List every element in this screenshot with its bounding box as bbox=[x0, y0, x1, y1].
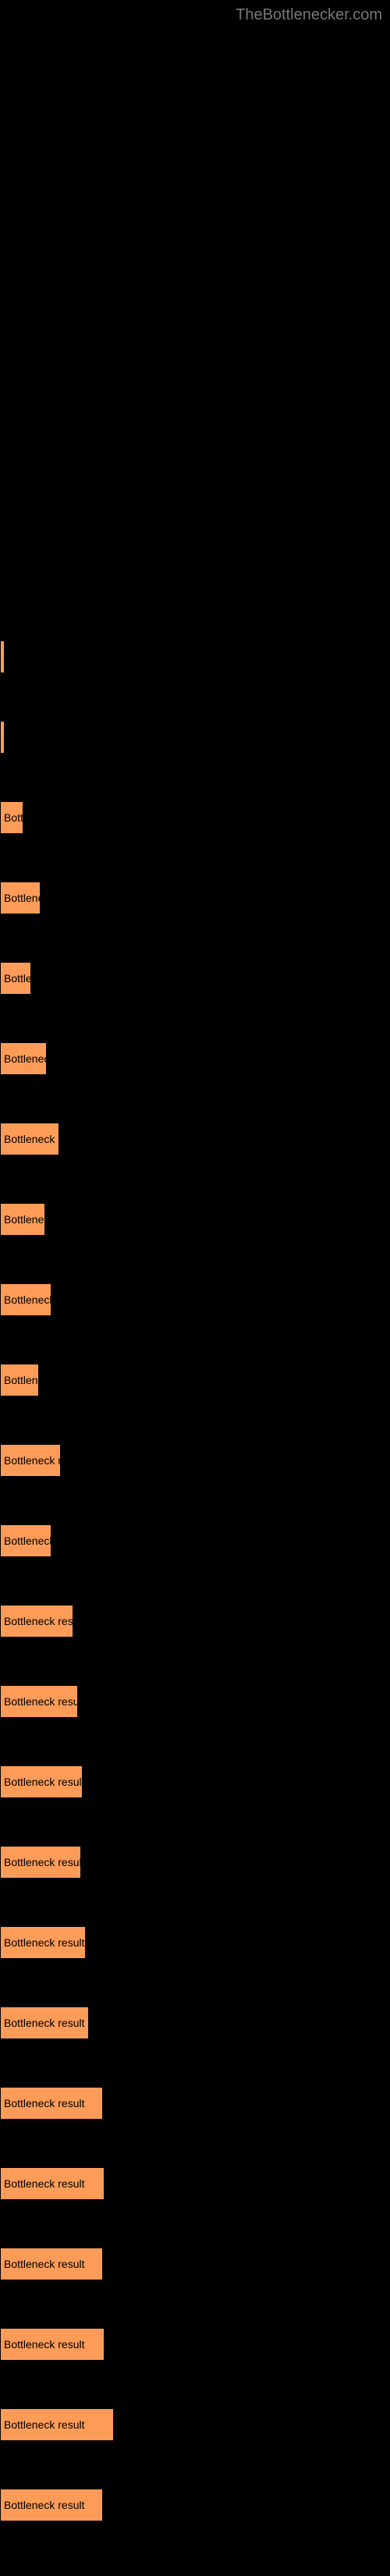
bar-label: Bottleneck result bbox=[4, 1615, 73, 1627]
bar-row bbox=[0, 697, 390, 777]
bar-label: Bottleneck bbox=[4, 892, 41, 904]
bar: Bottleneck result bbox=[0, 2167, 105, 2200]
bar: Bottleneck re bbox=[0, 1283, 51, 1316]
bar: Bottleneck r bbox=[0, 1042, 47, 1075]
bar-label: Bottleneck result bbox=[4, 1695, 78, 1708]
bar-label: Bottleneck result bbox=[4, 2177, 85, 2190]
bar bbox=[0, 721, 5, 754]
bar-row: Bottleneck result bbox=[0, 2384, 390, 2464]
bar-label: Bottleneck result bbox=[4, 2418, 85, 2431]
bar-row: Bottleneck result bbox=[0, 2464, 390, 2545]
bar-row: Bottleneck bbox=[0, 857, 390, 938]
bar: Bottleneck result bbox=[0, 1926, 86, 1959]
bar: Bottleneck result bbox=[0, 2248, 103, 2280]
bar: Bottle bbox=[0, 801, 23, 834]
bar-row bbox=[0, 616, 390, 697]
bar-row: Bottleneck re bbox=[0, 1500, 390, 1581]
bar-label: Bottleneck r bbox=[4, 1213, 45, 1226]
bar-label: Bottleneck result bbox=[4, 1776, 83, 1788]
bar-label: Bottleneck result bbox=[4, 1936, 85, 1949]
bar-label: Bottleneck re bbox=[4, 1293, 51, 1306]
bar: Bottlenec bbox=[0, 1364, 39, 1396]
bar-row: Bottlenec bbox=[0, 1339, 390, 1420]
bar-label: Bottleneck result bbox=[4, 2258, 85, 2270]
bar-label: Bottleneck result bbox=[4, 2017, 85, 2029]
bar: Bottleneck result bbox=[0, 1765, 83, 1798]
bar-row: Bottleneck result bbox=[0, 2143, 390, 2223]
bar-label: Bottlen bbox=[4, 972, 31, 985]
bar-row: Bottleneck r bbox=[0, 1179, 390, 1259]
bar: Bottleneck result bbox=[0, 2408, 114, 2441]
bar: Bottleneck result bbox=[0, 1605, 73, 1637]
bar: Bottleneck result bbox=[0, 1846, 81, 1879]
bar-label: Bottlenec bbox=[4, 1374, 39, 1386]
bar: Bottleneck r bbox=[0, 1203, 45, 1236]
bar-row: Bottleneck resu bbox=[0, 1098, 390, 1179]
bar-label: Bottleneck resu bbox=[4, 1133, 59, 1145]
bar-row: Bottleneck result bbox=[0, 1581, 390, 1661]
bar-row: Bottleneck resu bbox=[0, 1420, 390, 1500]
bar-row: Bottleneck result bbox=[0, 1661, 390, 1741]
bar-label: Bottleneck re bbox=[4, 1535, 51, 1547]
bar: Bottleneck re bbox=[0, 1524, 51, 1557]
bar-label: Bottleneck r bbox=[4, 1052, 47, 1065]
bar: Bottleneck result bbox=[0, 2087, 103, 2120]
bar-label: Bottleneck result bbox=[4, 2338, 85, 2351]
bar-row: Bottle bbox=[0, 777, 390, 857]
bar-label: Bottleneck result bbox=[4, 2499, 85, 2511]
bar: Bottleneck result bbox=[0, 1685, 78, 1718]
bar: Bottleneck bbox=[0, 882, 41, 914]
bar-row: Bottleneck result bbox=[0, 1902, 390, 1982]
bar: Bottleneck resu bbox=[0, 1123, 59, 1155]
bar-label: Bottleneck result bbox=[4, 2097, 85, 2109]
bar: Bottleneck result bbox=[0, 2328, 105, 2361]
bar: Bottleneck resu bbox=[0, 1444, 61, 1477]
bar-row: Bottleneck result bbox=[0, 2063, 390, 2143]
bar-row: Bottleneck result bbox=[0, 2223, 390, 2304]
bar-label: Bottleneck resu bbox=[4, 1454, 61, 1467]
bar-row: Bottleneck result bbox=[0, 1822, 390, 1902]
bar-row: Bottleneck result bbox=[0, 2304, 390, 2384]
bar: Bottleneck result bbox=[0, 2489, 103, 2521]
bar-row: Bottleneck result bbox=[0, 1741, 390, 1822]
bar-label: Bottle bbox=[4, 811, 23, 824]
bar-label: Bottleneck result bbox=[4, 1856, 81, 1868]
bar: Bottlen bbox=[0, 962, 31, 995]
bar: Bottleneck result bbox=[0, 2007, 89, 2039]
bar-chart: Bottle Bottleneck Bottlen Bottleneck r Bottl… bbox=[0, 0, 390, 2576]
bar-row: Bottleneck r bbox=[0, 1018, 390, 1098]
bar-row: Bottleneck result bbox=[0, 1982, 390, 2063]
bar bbox=[0, 640, 5, 673]
bar-row: Bottleneck re bbox=[0, 1259, 390, 1339]
bar-row: Bottlen bbox=[0, 938, 390, 1018]
